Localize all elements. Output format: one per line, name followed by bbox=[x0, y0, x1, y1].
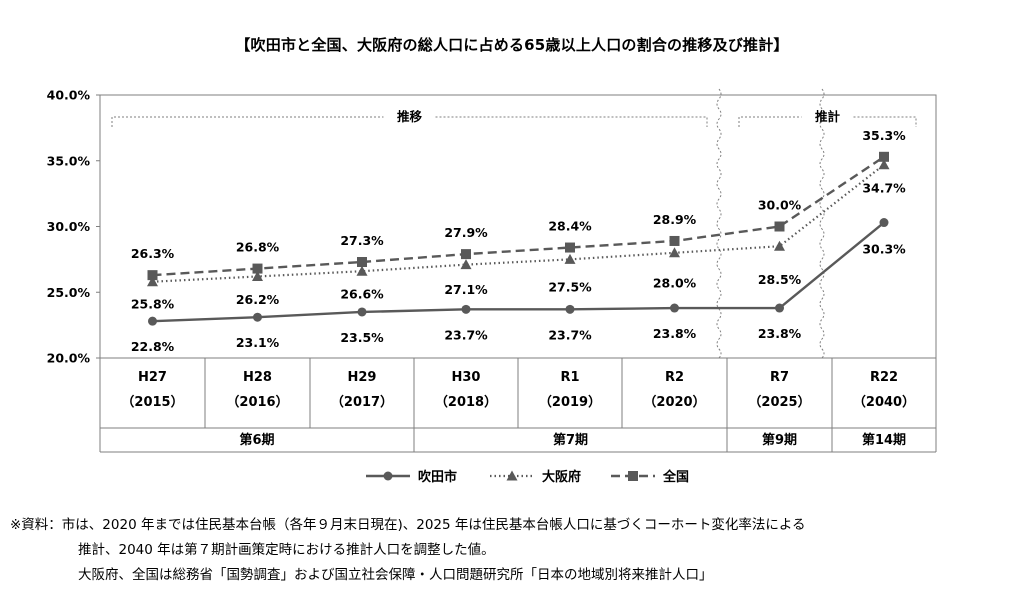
data-point-circle bbox=[357, 307, 367, 317]
data-point-square bbox=[357, 257, 367, 268]
x-tick-label-year: （2040） bbox=[853, 394, 915, 410]
data-point-circle bbox=[670, 303, 679, 313]
y-tick-label: 30.0% bbox=[47, 219, 91, 234]
data-point-triangle bbox=[669, 247, 680, 258]
break-mark-right bbox=[819, 88, 825, 359]
data-point-circle bbox=[148, 316, 157, 326]
x-tick-label-year: （2020） bbox=[643, 394, 705, 410]
data-label-city: 23.8% bbox=[758, 326, 802, 341]
data-label-city: 30.3% bbox=[862, 242, 906, 257]
series-line-triangle bbox=[152, 163, 885, 283]
x-tick-label-year: （2018） bbox=[435, 394, 497, 410]
x-tick-label-era: H28 bbox=[243, 370, 272, 385]
legend-marker-triangle bbox=[506, 470, 518, 481]
data-label-prefecture: 34.7% bbox=[862, 181, 906, 196]
data-label-city: 23.1% bbox=[236, 335, 280, 350]
data-label-city: 23.8% bbox=[653, 326, 697, 341]
y-tick-label: 25.0% bbox=[47, 285, 91, 300]
x-tick-label-era: H27 bbox=[138, 370, 167, 385]
data-point-triangle bbox=[147, 276, 158, 287]
x-tick-label-year: （2015） bbox=[121, 394, 183, 410]
data-label-prefecture: 26.2% bbox=[236, 292, 280, 307]
data-point-square bbox=[147, 270, 158, 281]
data-point-square bbox=[461, 249, 471, 260]
break-mark-left bbox=[716, 88, 722, 359]
legend-marker-circle bbox=[383, 471, 393, 481]
period-label: 第6期 bbox=[239, 432, 274, 448]
data-label-prefecture: 27.1% bbox=[444, 282, 488, 297]
data-point-triangle bbox=[356, 265, 368, 276]
line-chart: 20.0% 25.0% 30.0% 35.0% 40.0% 推移 推計 26.3% 25.8… bbox=[47, 88, 937, 485]
x-tick-label-year: （2016） bbox=[226, 394, 288, 410]
data-label-national: 26.3% bbox=[131, 246, 175, 261]
data-point-circle bbox=[253, 312, 262, 322]
data-point-triangle bbox=[774, 240, 785, 251]
data-label-national: 28.9% bbox=[653, 212, 697, 227]
data-point-circle bbox=[879, 218, 889, 228]
x-tick-label-era: H29 bbox=[348, 370, 377, 385]
data-point-circle bbox=[775, 303, 784, 313]
legend-label-circle: 吹田市 bbox=[418, 469, 457, 485]
bracket-left-arm bbox=[738, 116, 802, 127]
legend-label-square: 全国 bbox=[662, 469, 689, 485]
data-label-city: 22.8% bbox=[131, 339, 175, 354]
data-label-city: 23.7% bbox=[548, 327, 592, 342]
data-point-circle bbox=[461, 304, 471, 314]
source-note-line-2: 推計、2040 年は第７期計画策定時における推計人口を調整した値。 bbox=[78, 542, 495, 558]
y-tick-label: 20.0% bbox=[47, 351, 91, 366]
legend-label-triangle: 大阪府 bbox=[542, 469, 581, 485]
source-note-line-3: 大阪府、全国は総務省「国勢調査」および国立社会保障・人口問題研究所「日本の地域別… bbox=[78, 567, 713, 583]
data-point-square bbox=[774, 221, 785, 232]
data-point-square bbox=[669, 235, 680, 246]
data-point-triangle bbox=[252, 270, 263, 281]
data-point-square bbox=[879, 151, 889, 162]
source-note: ※資料：市は、2020 年までは住民基本台帳（各年９月末日現在)、2025 年は… bbox=[10, 513, 1020, 588]
x-tick-label-era: R1 bbox=[560, 370, 579, 385]
y-tick-label: 40.0% bbox=[47, 88, 91, 103]
y-tick-label: 35.0% bbox=[47, 153, 91, 168]
chart-title: 【吹田市と全国、大阪府の総人口に占める65歳以上人口の割合の推移及び推計】 bbox=[235, 36, 789, 54]
data-label-prefecture: 27.5% bbox=[548, 279, 592, 294]
x-tick-label-year: （2019） bbox=[539, 394, 601, 410]
data-point-circle bbox=[565, 304, 575, 314]
period-label: 第7期 bbox=[553, 432, 588, 448]
bracket-label: 推計 bbox=[815, 109, 841, 124]
x-tick-label-era: R2 bbox=[665, 370, 684, 385]
data-label-prefecture: 26.6% bbox=[340, 287, 384, 302]
series-line-square bbox=[152, 155, 885, 277]
data-label-prefecture: 28.5% bbox=[758, 272, 802, 287]
x-tick-label-era: R22 bbox=[870, 370, 898, 385]
x-tick-label-year: （2025） bbox=[748, 394, 810, 410]
bracket-right-arm bbox=[435, 116, 708, 127]
series-line-circle bbox=[152, 221, 885, 323]
data-point-triangle bbox=[460, 259, 472, 270]
data-label-national: 26.8% bbox=[236, 240, 280, 255]
data-point-square bbox=[565, 242, 575, 253]
data-label-national: 27.3% bbox=[340, 233, 384, 248]
data-label-prefecture: 25.8% bbox=[131, 296, 175, 311]
data-label-national: 30.0% bbox=[758, 198, 802, 213]
x-tick-label-year: （2017） bbox=[331, 394, 393, 410]
data-label-national: 35.3% bbox=[862, 128, 906, 143]
bracket-right-arm bbox=[853, 116, 917, 127]
bracket-left-arm bbox=[111, 116, 384, 127]
bracket-label: 推移 bbox=[397, 109, 423, 124]
data-label-city: 23.7% bbox=[444, 327, 488, 342]
data-label-city: 23.5% bbox=[340, 330, 384, 345]
legend-marker-square bbox=[628, 471, 638, 481]
data-label-national: 28.4% bbox=[548, 219, 592, 234]
data-point-square bbox=[252, 263, 263, 274]
x-tick-label-era: R7 bbox=[770, 370, 789, 385]
x-tick-label-era: H30 bbox=[452, 370, 481, 385]
data-point-triangle bbox=[564, 253, 576, 264]
data-point-triangle bbox=[878, 159, 890, 170]
period-label: 第14期 bbox=[862, 432, 906, 448]
data-label-prefecture: 28.0% bbox=[653, 275, 697, 290]
period-label: 第9期 bbox=[762, 432, 797, 448]
data-label-national: 27.9% bbox=[444, 225, 488, 240]
source-note-line-1: ※資料：市は、2020 年までは住民基本台帳（各年９月末日現在)、2025 年は… bbox=[10, 517, 806, 533]
